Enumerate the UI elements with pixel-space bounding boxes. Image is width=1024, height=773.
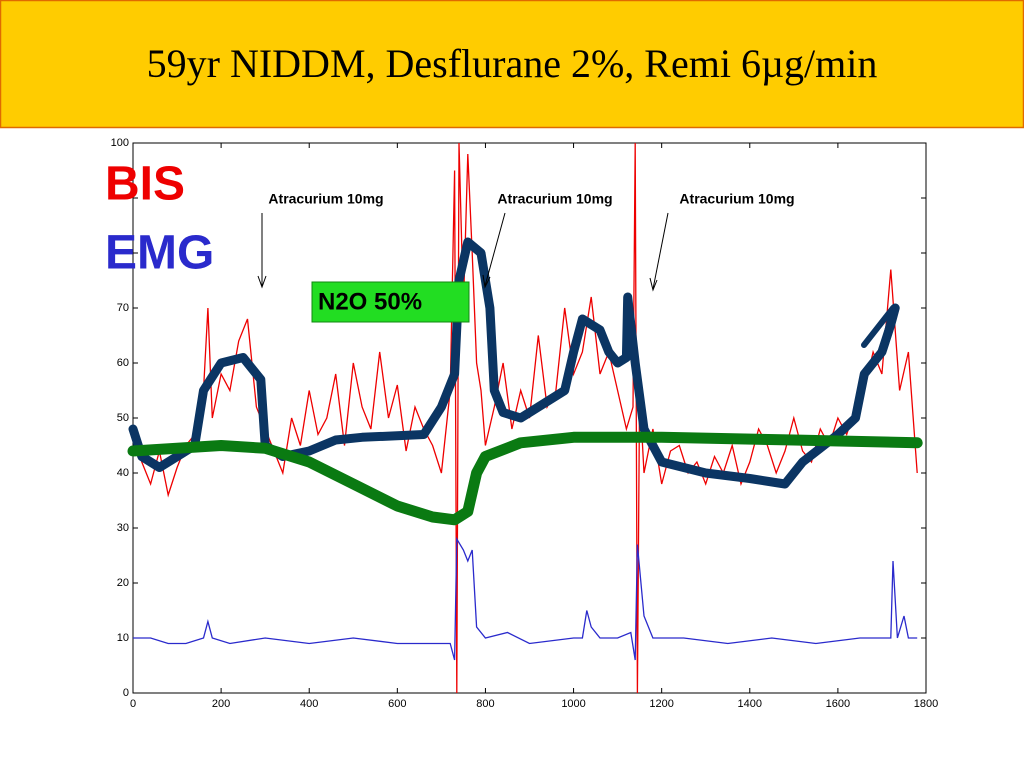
y-tick-label: 50 [117,412,129,424]
x-tick-label: 1000 [561,698,585,710]
x-tick-label: 1400 [738,698,762,710]
y-tick-label: 70 [117,302,129,314]
x-tick-label: 1800 [914,698,938,710]
n2o-box [311,281,470,323]
slide-title: 59yr NIDDM, Desflurane 2%, Remi 6µg/min [147,41,878,86]
x-tick-label: 400 [300,698,318,710]
x-tick-label: 1600 [826,698,850,710]
annotation: Atracurium 10mg [679,191,794,207]
annotation: Atracurium 10mg [268,191,383,207]
y-tick-label: 30 [117,522,129,534]
y-tick-label: 0 [123,687,129,699]
arrows [257,212,669,292]
y-tick-label: 100 [111,137,129,149]
x-tick-label: 600 [388,698,406,710]
x-tick-label: 800 [476,698,494,710]
drawn-curve [128,237,900,489]
legend-emg: EMG [105,227,214,280]
x-tick-label: 1200 [649,698,673,710]
drawn-curve [127,431,923,526]
n2o-label: N2O 50% [318,288,422,315]
annotation: Atracurium 10mg [497,191,612,207]
data-line [133,536,918,661]
y-tick-label: 10 [117,632,129,644]
y-tick-label: 20 [117,577,129,589]
curve-arrowhead [861,305,896,348]
x-tick-label: 0 [130,698,136,710]
legend-backdrop [100,150,132,280]
title-band [0,0,1024,129]
y-tick-label: 60 [117,357,129,369]
y-tick-label: 40 [117,467,129,479]
plot: 0102030405060708090100020040060080010001… [111,137,939,710]
legend-bis: BIS [105,158,185,211]
x-tick-label: 200 [212,698,230,710]
